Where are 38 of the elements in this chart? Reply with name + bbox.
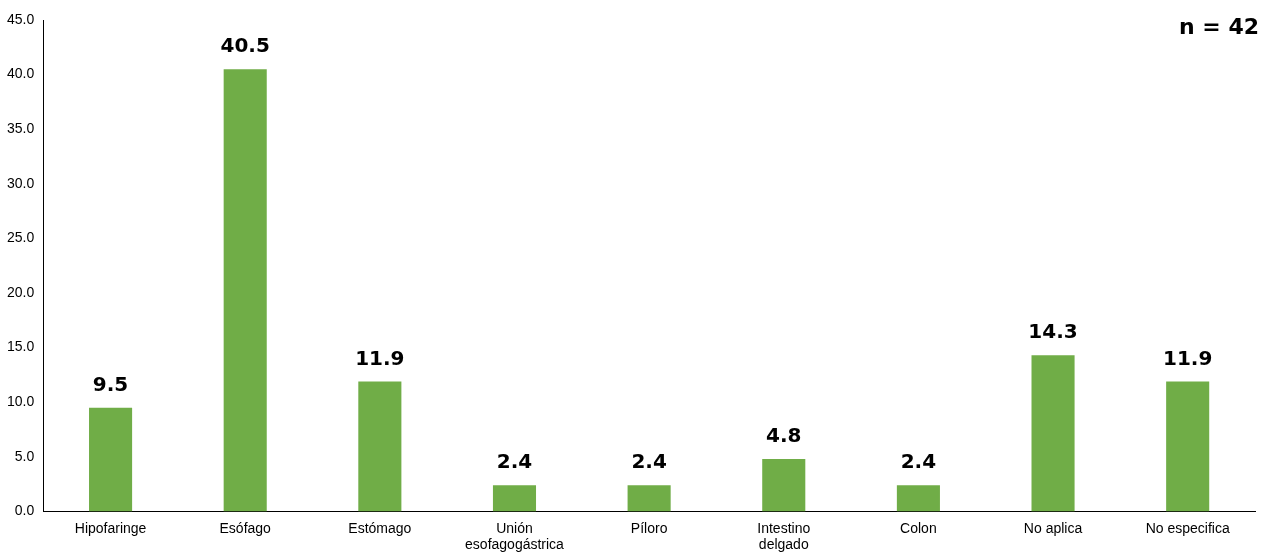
x-tick-label: Unión esofagogástrica	[465, 519, 565, 553]
y-tick-label: 25.0	[7, 229, 35, 246]
bar	[1031, 355, 1075, 512]
bar	[223, 69, 267, 512]
data-label: 11.9	[355, 345, 405, 370]
bar	[896, 485, 940, 512]
bar	[492, 485, 537, 512]
data-label: 40.5	[220, 33, 270, 58]
data-label: 4.8	[766, 423, 802, 448]
y-tick-label: 40.0	[7, 65, 35, 82]
x-tick-label: Estómago	[348, 519, 412, 536]
y-tick-label: 30.0	[7, 174, 35, 191]
bar	[89, 407, 133, 512]
x-tick-label: No aplica	[1023, 519, 1083, 536]
y-tick-label: 15.0	[7, 338, 35, 355]
y-tick-label: 20.0	[7, 283, 35, 300]
x-tick-label: No especifica	[1145, 519, 1230, 536]
data-label: 9.5	[92, 371, 129, 396]
data-label: 2.4	[900, 449, 937, 474]
x-tick-label: Colon	[900, 519, 937, 536]
bar	[358, 381, 402, 512]
x-tick-label: Píloro	[630, 519, 668, 536]
y-tick-label: 35.0	[7, 120, 35, 137]
y-tick-label: 0.0	[14, 502, 35, 519]
data-label: 11.9	[1163, 345, 1213, 370]
y-tick-label: 5.0	[14, 447, 35, 464]
x-tick-label: Esófago	[219, 519, 272, 536]
data-label: 14.3	[1028, 319, 1078, 344]
y-tick-label: 45.0	[7, 10, 35, 27]
bar	[1166, 381, 1210, 512]
x-tick-label: Intestino delgado	[757, 519, 811, 553]
data-label: 2.4	[631, 449, 667, 474]
bar	[627, 485, 671, 512]
x-tick-label: Hipofaringe	[74, 519, 147, 536]
data-label: 2.4	[496, 449, 533, 474]
bar	[762, 458, 806, 512]
y-tick-label: 10.0	[7, 393, 35, 410]
annotation: n = 42	[1178, 14, 1259, 39]
